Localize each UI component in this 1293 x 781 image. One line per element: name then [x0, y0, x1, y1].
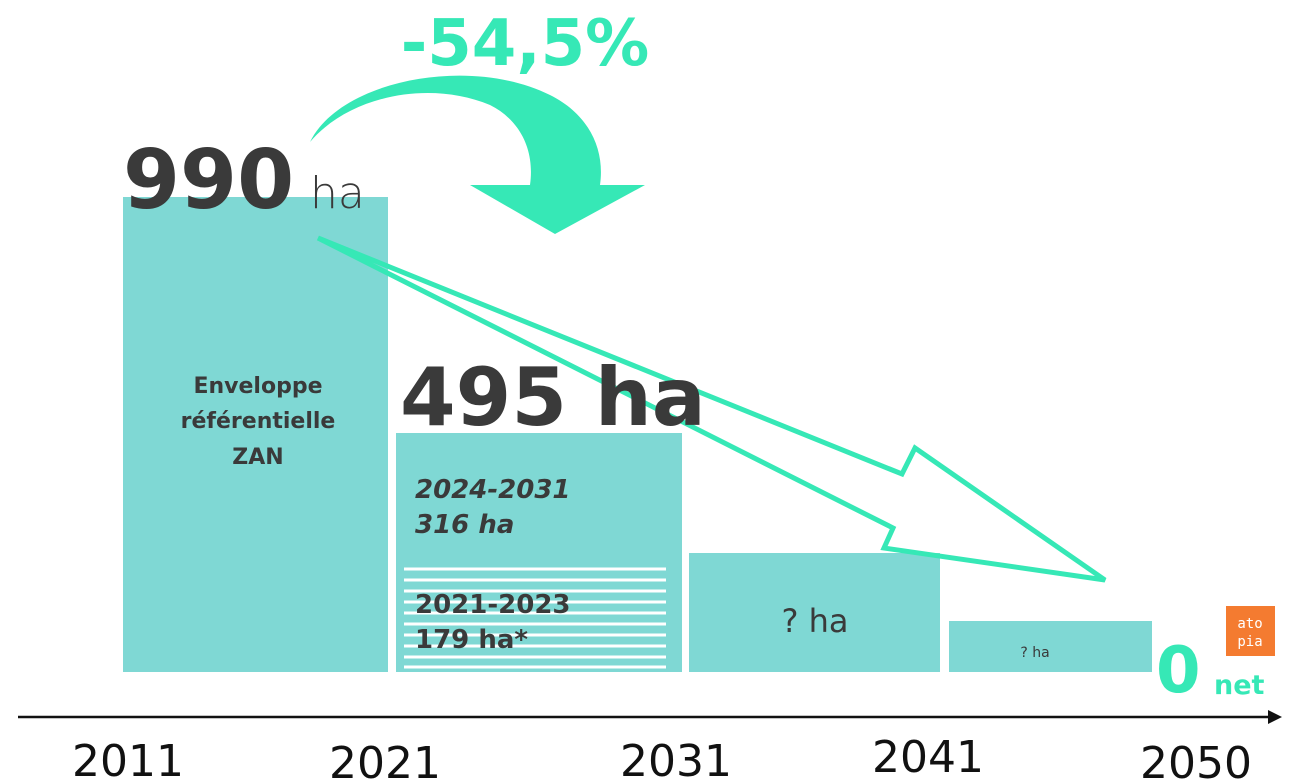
- target-unit: net: [1214, 670, 1265, 701]
- outline-arrow: [316, 235, 1107, 583]
- logo-text: ato: [1237, 616, 1262, 632]
- logo-text: pia: [1237, 634, 1262, 650]
- reduction: -54,5%: [401, 7, 650, 81]
- stripes: [404, 567, 666, 669]
- segment-amount: 179 ha*: [415, 625, 528, 655]
- bar: [949, 621, 1152, 672]
- axis-label: 2021: [329, 738, 441, 781]
- bar-value: ? ha: [1020, 645, 1049, 661]
- logo: [1226, 606, 1275, 656]
- bar-value: ? ha: [781, 602, 848, 640]
- bar-label: Enveloppe: [193, 374, 322, 399]
- axis-label: 2031: [620, 736, 732, 781]
- axis-label: 2041: [872, 732, 984, 781]
- bar-label: ZAN: [232, 445, 283, 470]
- bar-value: 495 ha: [400, 351, 706, 444]
- axis-arrow: [1268, 710, 1282, 724]
- segment-period: 2021-2023: [415, 590, 571, 620]
- bar: [123, 197, 388, 672]
- segment-amount: 316 ha: [415, 510, 514, 540]
- bar-unit: ha: [310, 168, 365, 219]
- axis-label: 2011: [72, 736, 184, 781]
- target-value: 0: [1156, 634, 1201, 708]
- bar-label: référentielle: [181, 409, 336, 434]
- bar-value: 990: [123, 133, 294, 228]
- curved-arrow: [310, 75, 645, 234]
- bar: [396, 433, 682, 672]
- axis-label: 2050: [1140, 738, 1252, 781]
- segment-period: 2024-2031: [415, 475, 571, 505]
- bar: [689, 553, 940, 672]
